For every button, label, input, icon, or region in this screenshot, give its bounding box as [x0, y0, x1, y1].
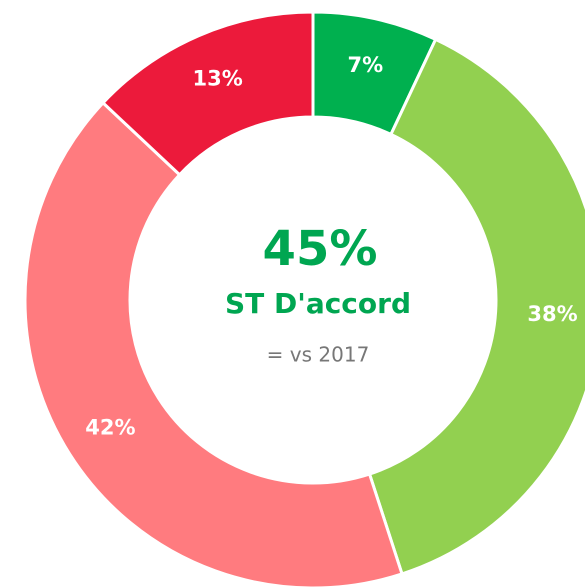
donut-segment	[23, 100, 404, 587]
segment-label: 38%	[527, 302, 577, 326]
donut-segment	[367, 37, 585, 576]
center-value: 45%	[263, 221, 378, 277]
center-caption: ST D'accord	[225, 287, 411, 320]
segment-label: 7%	[348, 53, 384, 77]
center-note: = vs 2017	[267, 343, 370, 367]
donut-segment	[100, 10, 315, 177]
segments	[23, 10, 585, 587]
segment-label: 42%	[85, 416, 135, 440]
segment-label: 13%	[193, 67, 243, 91]
